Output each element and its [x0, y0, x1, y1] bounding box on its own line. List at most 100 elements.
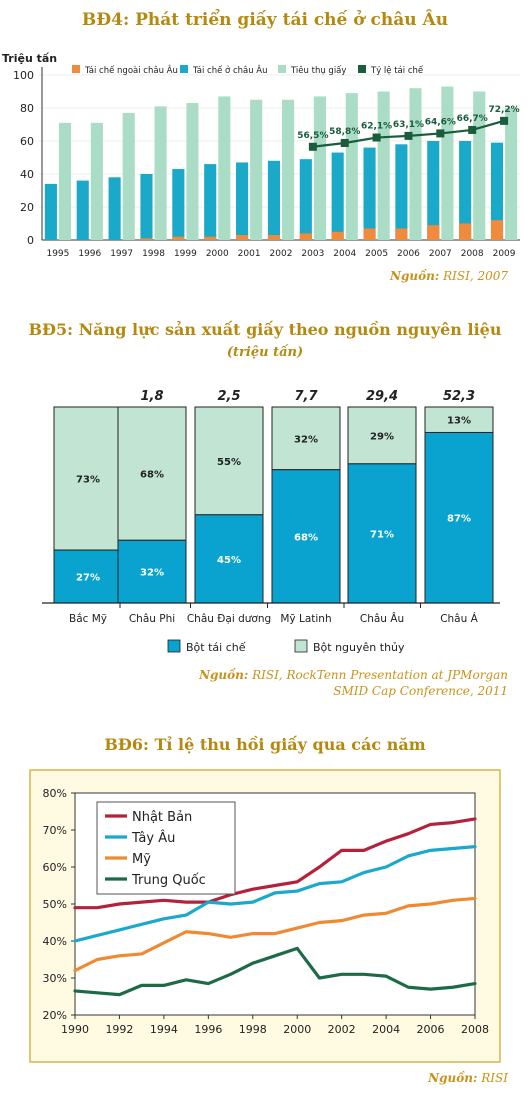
- chart1-bar-recycled-outside: [204, 236, 217, 240]
- chart3-y-tick-label: 30%: [43, 972, 67, 985]
- chart1-bar-consumption: [313, 96, 326, 240]
- chart1-x-tick-label: 1998: [142, 249, 165, 259]
- chart1-bar-consumption: [58, 122, 72, 240]
- chart3-legend-label: Trung Quốc: [131, 873, 206, 888]
- chart2-legend-swatch: [294, 639, 308, 653]
- chart1-bar-consumption: [250, 99, 263, 240]
- chart1-x-tick-label: 2008: [461, 249, 484, 259]
- chart1-rate-label: 56,5%: [297, 131, 328, 141]
- chart2-bar-virgin: [347, 406, 417, 465]
- chart1-x-tick-label: 2007: [429, 249, 452, 259]
- chart1-bar-recycled-europe: [236, 162, 249, 240]
- chart3-series-line: [73, 817, 477, 910]
- chart1-y-tick-label: 0: [27, 234, 34, 247]
- chart1-bar-recycled-europe: [459, 141, 472, 240]
- chart1-x-tick-label: 1999: [174, 249, 197, 259]
- chart2-total-label: 52,3: [443, 389, 475, 404]
- chart1-bar-consumption: [218, 96, 231, 240]
- chart2-label-recycled: 32%: [140, 568, 164, 579]
- chart3-y-tick-label: 40%: [43, 935, 67, 948]
- chart2-bar-virgin: [424, 406, 494, 433]
- chart1-rate-label: 66,7%: [457, 114, 488, 124]
- chart1-legend-label: Tái chế ngoài châu Âu: [84, 64, 178, 76]
- chart2-x-tick-label: Châu Âu: [360, 612, 404, 625]
- chart2-x-tick-label: Mỹ Latinh: [280, 613, 331, 625]
- chart2-label-virgin: 32%: [294, 434, 318, 445]
- chart1-rate-label: 72,2%: [488, 105, 519, 115]
- chart1-bar-recycled-europe: [331, 152, 344, 240]
- chart2-total-label: 2,5: [217, 389, 240, 404]
- chart1-legend-swatch: [358, 65, 366, 73]
- chart1-y-tick-label: 20: [20, 201, 34, 214]
- chart1-rate-label: 64,6%: [425, 117, 456, 127]
- chart1-x-tick-label: 2003: [301, 249, 324, 259]
- chart2-x-tick-label: Bắc Mỹ: [69, 612, 107, 625]
- chart2-label-virgin: 13%: [447, 416, 471, 427]
- chart3-series-line: [73, 896, 477, 973]
- chart2-bar-recycled: [53, 549, 123, 604]
- chart1-x-tick-label: 1995: [46, 249, 69, 259]
- chart3-y-tick-label: 70%: [43, 824, 67, 837]
- chart2-title: BĐ5: Năng lực sản xuất giấy theo nguồn n…: [28, 320, 502, 339]
- chart2-svg: 73% 27% Bắc Mỹ 68% 32% 1,8 Châu Phi 55% 45% 2,5 Ch…: [42, 389, 500, 654]
- chart1-bar-consumption: [345, 93, 358, 241]
- chart2-label-virgin: 55%: [217, 457, 241, 468]
- chart1-bar-recycled-outside: [427, 225, 440, 240]
- chart1-bar-consumption: [154, 106, 167, 240]
- chart1-x-tick-label: 2002: [270, 249, 293, 259]
- chart2-label-recycled: 45%: [217, 555, 241, 566]
- chart1-bar-recycled-europe: [299, 159, 312, 240]
- chart1-bar-consumption: [505, 108, 518, 240]
- chart3-x-tick-label: 1998: [239, 1023, 267, 1036]
- chart1-source-label: Nguồn:: [390, 269, 440, 283]
- chart1-rate-marker: [436, 129, 445, 138]
- chart2-label-virgin: 73%: [76, 475, 100, 486]
- chart1-bar-consumption: [441, 86, 454, 240]
- chart1-rate-marker: [404, 131, 413, 140]
- chart1-bar-recycled-europe: [172, 169, 185, 240]
- chart1-y-axis-label: Triệu tấn: [2, 52, 57, 65]
- chart1-bar-recycled-outside: [490, 220, 504, 240]
- chart1-x-tick-label: 1997: [110, 249, 133, 259]
- chart3-legend-label: Tây Âu: [131, 830, 175, 846]
- chart2-label-recycled: 68%: [294, 532, 318, 543]
- chart3-x-tick-label: 2002: [328, 1023, 356, 1036]
- chart3-x-tick-label: 2008: [461, 1023, 489, 1036]
- chart2-source-line2: SMID Cap Conference, 2011: [333, 684, 508, 698]
- chart3-legend-label: Nhật Bản: [132, 810, 192, 825]
- chart2-source-label: Nguồn:: [199, 668, 249, 682]
- chart2-label-recycled: 71%: [370, 529, 394, 540]
- chart1-bar-recycled-europe: [140, 174, 153, 240]
- chart2-total-label: 29,4: [366, 389, 398, 404]
- chart3-x-tick-label: 1994: [150, 1023, 178, 1036]
- chart1-bar-recycled-europe: [427, 141, 440, 240]
- chart2-source-text: RISI, RockTenn Presentation at JPMorgan: [252, 668, 508, 682]
- chart1-legend-swatch: [278, 65, 286, 73]
- chart1-bar-consumption: [122, 112, 135, 240]
- chart2-label-recycled: 87%: [447, 514, 471, 525]
- chart1-x-tick-label: 1996: [78, 249, 101, 259]
- chart3-source-text: RISI: [481, 1071, 508, 1085]
- chart3-title: BĐ6: Tỉ lệ thu hồi giấy qua các năm: [104, 735, 426, 754]
- chart2-legend-label: Bột nguyên thủy: [313, 641, 405, 654]
- chart2-bar-virgin: [53, 406, 123, 551]
- chart1-bar-recycled-europe: [204, 164, 217, 240]
- chart2-legend-swatch: [167, 639, 181, 653]
- chart3-x-tick-label: 1990: [61, 1023, 89, 1036]
- chart1-rate-marker: [500, 116, 509, 125]
- chart1-bar-recycled-europe: [44, 183, 57, 240]
- chart1-bar-recycled-europe: [267, 160, 280, 240]
- chart1-rate-label: 63,1%: [393, 120, 424, 130]
- chart1-bar-recycled-outside: [395, 228, 408, 240]
- chart2-x-tick-label: Châu Á: [440, 612, 478, 625]
- chart3-y-tick-label: 20%: [43, 1009, 67, 1022]
- chart1-bar-consumption: [282, 99, 295, 240]
- chart3-series-line: [73, 845, 477, 943]
- chart1-bar-recycled-europe: [108, 177, 121, 240]
- chart1-source: Nguồn: RISI, 2007: [390, 268, 508, 284]
- chart2-label-virgin: 68%: [140, 470, 164, 481]
- chart1-rate-marker: [308, 142, 317, 151]
- chart1-legend-label: Tiêu thụ giấy: [290, 65, 346, 76]
- chart2-total-label: 7,7: [294, 389, 318, 404]
- chart1-bar-recycled-outside: [363, 228, 376, 240]
